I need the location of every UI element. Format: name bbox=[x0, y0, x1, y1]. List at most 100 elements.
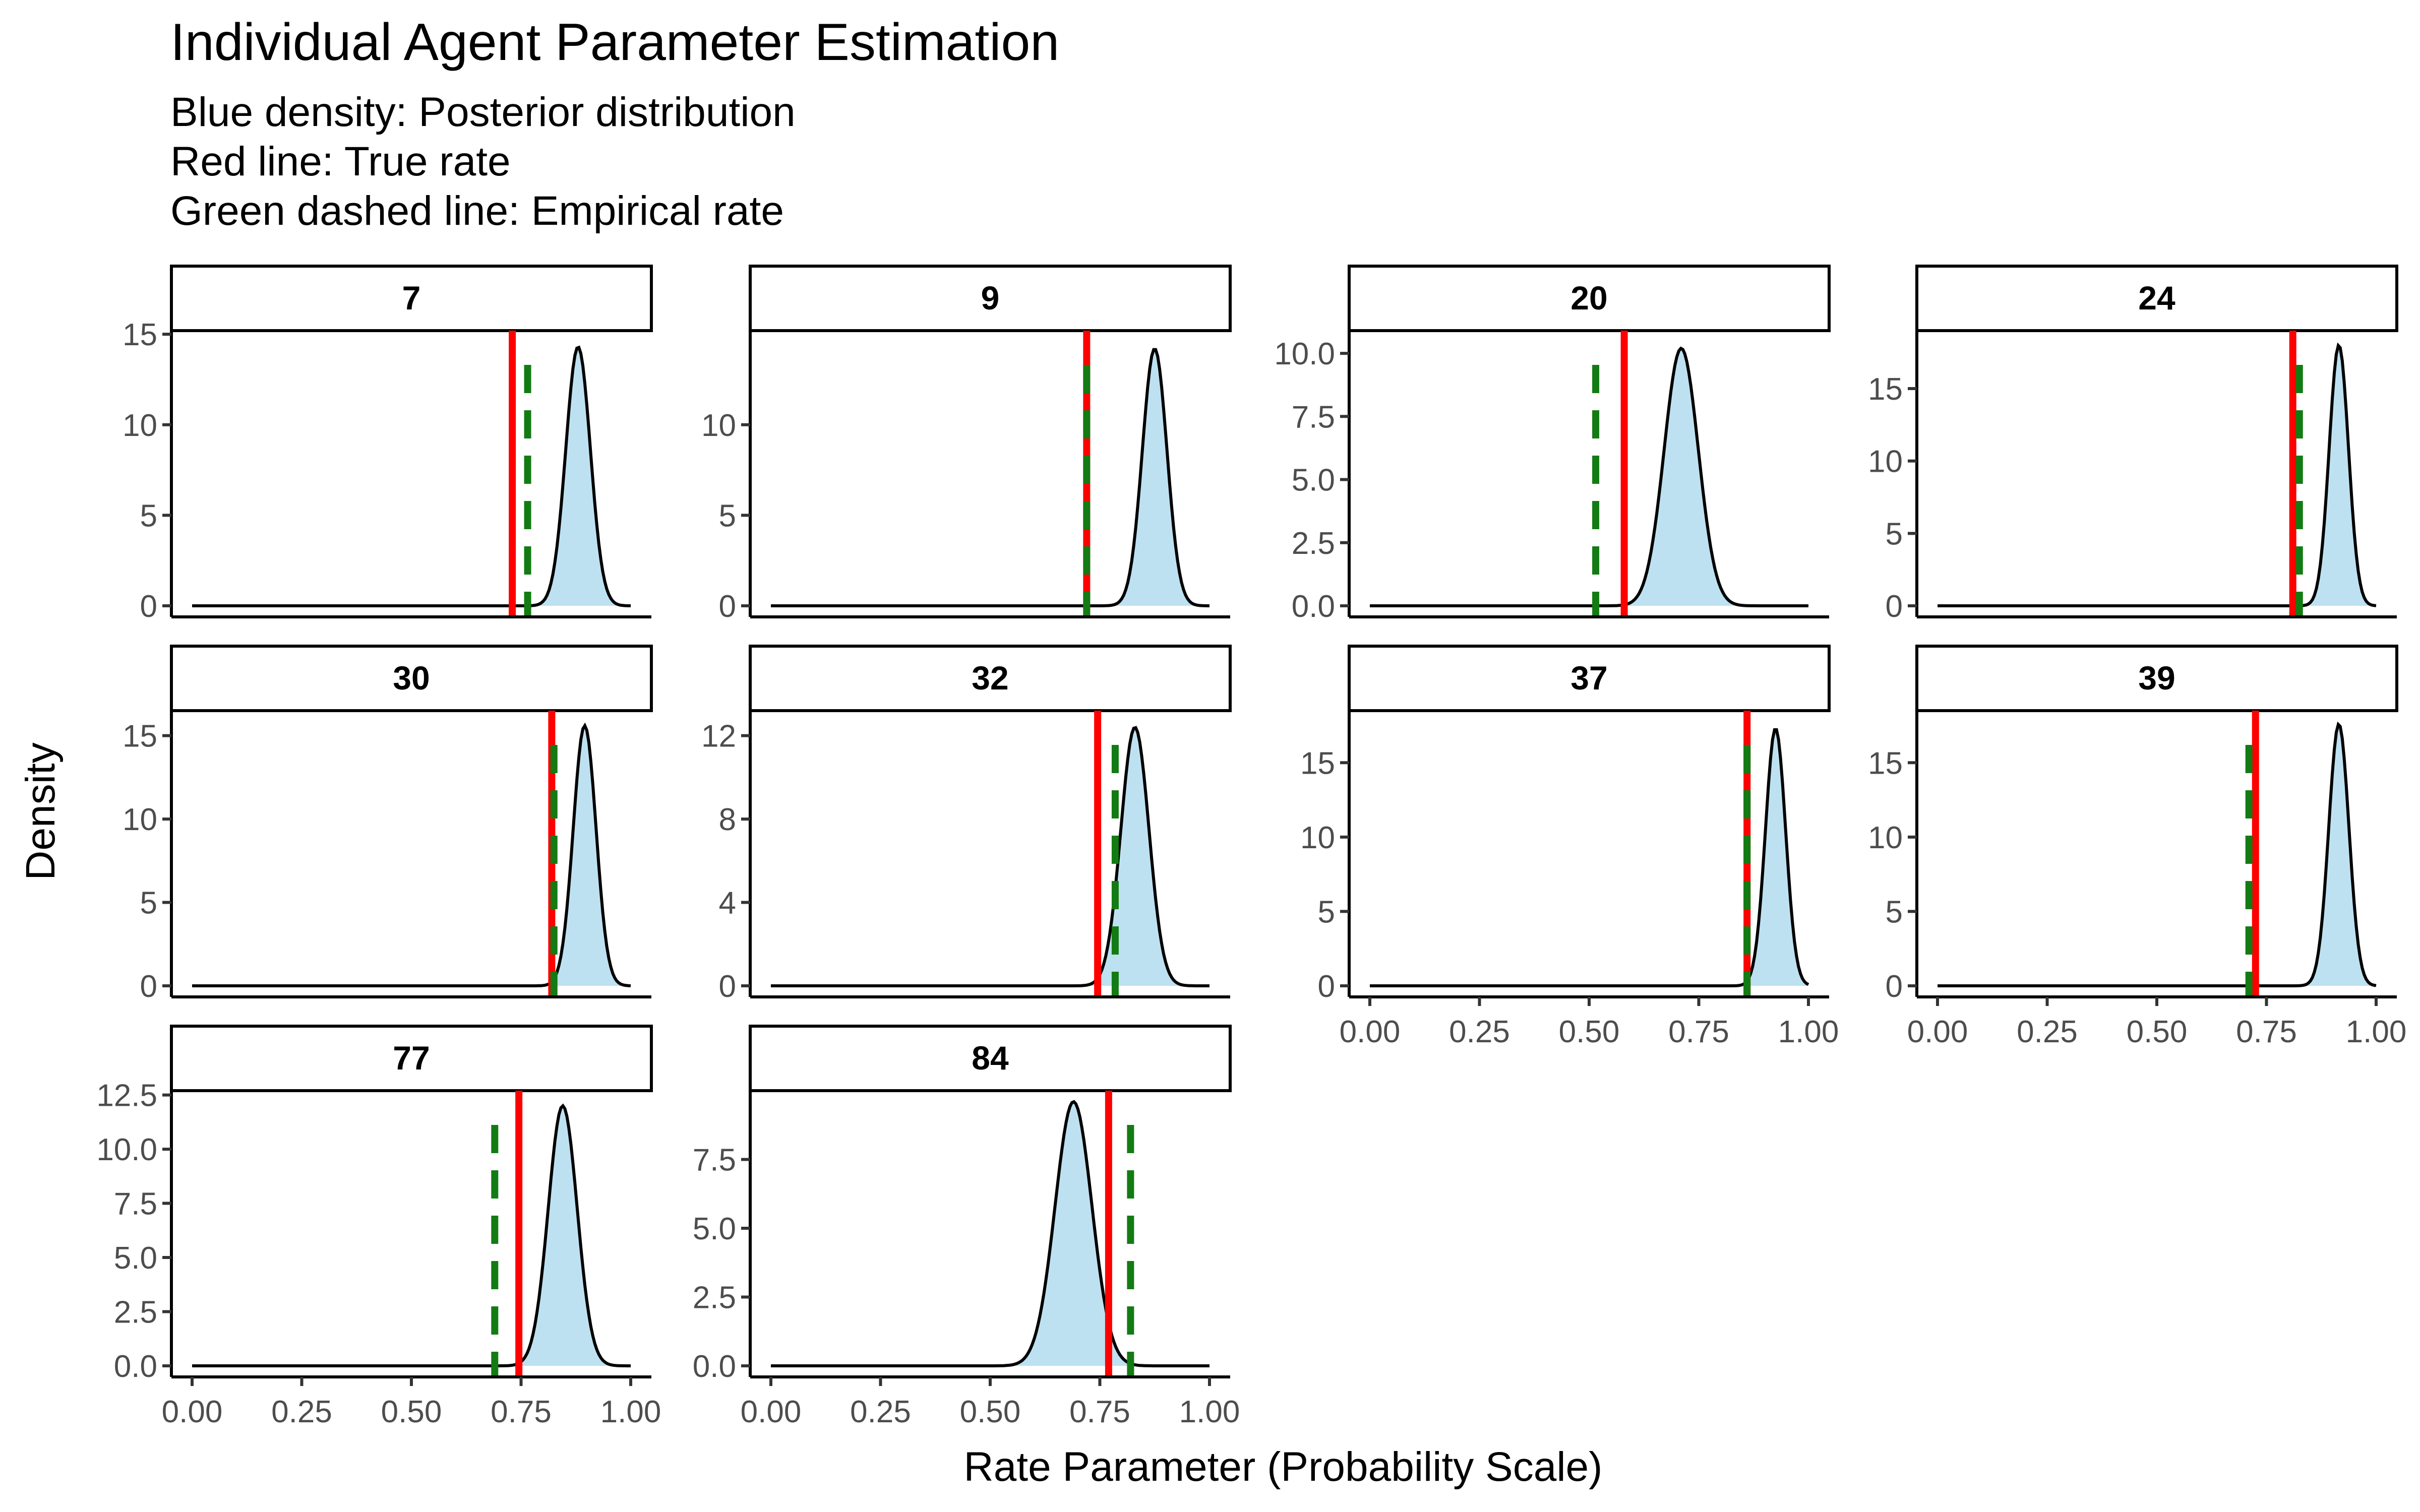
x-tick-label: 0.75 bbox=[1668, 1015, 1729, 1049]
y-tick-label: 5 bbox=[140, 886, 157, 921]
y-tick-label: 15 bbox=[1300, 746, 1335, 781]
x-tick-label: 0.50 bbox=[2127, 1015, 2188, 1049]
facet-strip bbox=[170, 265, 653, 332]
facet-panel-37: 37 0 5 10 15 0.00 0.25 0.50 0.75 1.00 bbox=[1300, 645, 1839, 1049]
y-tick-label: 5.0 bbox=[693, 1212, 736, 1246]
subtitle-posterior: Blue density: Posterior distribution bbox=[170, 89, 796, 135]
y-tick-label: 12.5 bbox=[96, 1079, 157, 1113]
x-tick-label: 0.00 bbox=[1340, 1015, 1401, 1049]
facet-strip bbox=[1915, 265, 2398, 332]
facet-strip bbox=[1348, 645, 1831, 712]
posterior-density-area bbox=[771, 349, 1209, 606]
y-tick-label: 2.5 bbox=[1292, 526, 1335, 561]
facet-panels: 705101590510200.02.55.07.510.02405101530… bbox=[96, 265, 2407, 1429]
facet-panel-32: 32 0 4 8 12 bbox=[701, 645, 1232, 1004]
y-tick-label: 8 bbox=[719, 802, 736, 837]
posterior-density-line bbox=[1938, 721, 2377, 987]
y-tick-label: 0 bbox=[1886, 969, 1903, 1004]
posterior-density-line bbox=[1938, 342, 2377, 607]
x-tick-label: 0.00 bbox=[741, 1395, 802, 1429]
x-tick-label: 0.75 bbox=[2236, 1015, 2297, 1049]
y-tick-label: 10.0 bbox=[1274, 337, 1335, 371]
posterior-density-line bbox=[192, 345, 631, 607]
posterior-density-area bbox=[192, 347, 631, 606]
y-tick-label: 5 bbox=[1886, 517, 1903, 551]
y-tick-label: 15 bbox=[123, 719, 157, 754]
y-tick-label: 5.0 bbox=[114, 1241, 157, 1276]
facet-strip-label: 37 bbox=[1570, 659, 1607, 697]
chart-title: Individual Agent Parameter Estimation bbox=[170, 13, 1060, 72]
y-tick-label: 7.5 bbox=[114, 1187, 157, 1222]
facet-strip-label: 24 bbox=[2138, 279, 2175, 317]
y-tick-label: 5 bbox=[719, 498, 736, 533]
facet-panel-84: 84 0.0 2.5 5.0 7.5 0.00 0.25 0.50 0.75 1.00 bbox=[693, 1025, 1240, 1429]
y-tick-label: 2.5 bbox=[693, 1281, 736, 1315]
y-tick-label: 10 bbox=[123, 802, 157, 837]
facet-strip-label: 84 bbox=[972, 1039, 1009, 1077]
facet-panel-9: 9 0 5 10 bbox=[701, 265, 1232, 624]
facet-strip-label: 32 bbox=[972, 659, 1008, 697]
facet-strip-label: 39 bbox=[2138, 659, 2175, 697]
y-tick-label: 10 bbox=[701, 408, 736, 443]
facet-panel-7: 7 0 5 10 15 bbox=[123, 265, 653, 624]
y-tick-label: 5 bbox=[1318, 895, 1335, 929]
y-tick-label: 0.0 bbox=[1292, 589, 1335, 624]
y-tick-label: 0 bbox=[140, 589, 157, 624]
posterior-density-area bbox=[1938, 345, 2376, 606]
posterior-density-line bbox=[1370, 346, 1808, 607]
posterior-density-line bbox=[771, 348, 1209, 607]
posterior-density-area bbox=[771, 1102, 1209, 1366]
facet-strip-label: 7 bbox=[402, 279, 421, 317]
x-tick-label: 0.25 bbox=[850, 1395, 911, 1429]
facet-panel-30: 30 0 5 10 15 bbox=[123, 645, 653, 1004]
facet-panel-20: 20 0.0 2.5 5.0 7.5 10.0 bbox=[1274, 265, 1831, 624]
facet-strip bbox=[749, 1025, 1232, 1092]
x-tick-label: 1.00 bbox=[2346, 1015, 2407, 1049]
y-tick-label: 10 bbox=[1868, 445, 1903, 479]
y-tick-label: 0 bbox=[719, 589, 736, 624]
y-tick-label: 4 bbox=[719, 886, 736, 921]
y-tick-label: 15 bbox=[1868, 746, 1903, 781]
subtitle-empirical-rate: Green dashed line: Empirical rate bbox=[170, 188, 784, 234]
posterior-density-line bbox=[771, 1100, 1209, 1367]
facet-strip bbox=[1348, 265, 1831, 332]
posterior-density-line bbox=[192, 722, 631, 987]
y-tick-label: 15 bbox=[1868, 372, 1903, 407]
facet-panel-39: 39 0 5 10 15 0.00 0.25 0.50 0.75 1.00 bbox=[1868, 645, 2407, 1049]
x-tick-label: 1.00 bbox=[1778, 1015, 1839, 1049]
posterior-density-area bbox=[192, 1106, 631, 1366]
facet-panel-24: 24 0 5 10 15 bbox=[1868, 265, 2398, 624]
posterior-density-area bbox=[771, 727, 1209, 986]
x-tick-label: 0.75 bbox=[1069, 1395, 1130, 1429]
y-tick-label: 0.0 bbox=[693, 1349, 736, 1384]
y-tick-label: 0 bbox=[1318, 969, 1335, 1004]
x-tick-label: 1.00 bbox=[1179, 1395, 1240, 1429]
facet-strip bbox=[170, 645, 653, 712]
y-tick-label: 0 bbox=[719, 969, 736, 1004]
posterior-density-line bbox=[192, 1103, 631, 1367]
facet-strip-label: 20 bbox=[1570, 279, 1607, 317]
y-tick-label: 5.0 bbox=[1292, 463, 1335, 498]
posterior-density-area bbox=[192, 725, 631, 986]
y-tick-label: 7.5 bbox=[1292, 400, 1335, 434]
x-tick-label: 0.00 bbox=[1907, 1015, 1968, 1049]
facet-strip bbox=[1915, 645, 2398, 712]
x-tick-label: 0.50 bbox=[960, 1395, 1021, 1429]
y-tick-label: 10 bbox=[1868, 821, 1903, 855]
x-tick-label: 0.50 bbox=[1559, 1015, 1620, 1049]
y-tick-label: 0.0 bbox=[114, 1349, 157, 1384]
facet-strip bbox=[170, 1025, 653, 1092]
y-tick-label: 10 bbox=[1300, 821, 1335, 855]
y-tick-label: 5 bbox=[1886, 895, 1903, 929]
posterior-density-area bbox=[1370, 348, 1808, 606]
y-tick-label: 0 bbox=[1886, 589, 1903, 624]
posterior-density-area bbox=[1370, 729, 1808, 986]
x-tick-label: 0.75 bbox=[491, 1395, 552, 1429]
y-tick-label: 12 bbox=[701, 719, 736, 754]
facet-strip-label: 30 bbox=[393, 659, 430, 697]
x-tick-label: 0.00 bbox=[162, 1395, 223, 1429]
facet-strip bbox=[749, 265, 1232, 332]
y-tick-label: 0 bbox=[140, 969, 157, 1004]
x-tick-label: 0.25 bbox=[1449, 1015, 1510, 1049]
